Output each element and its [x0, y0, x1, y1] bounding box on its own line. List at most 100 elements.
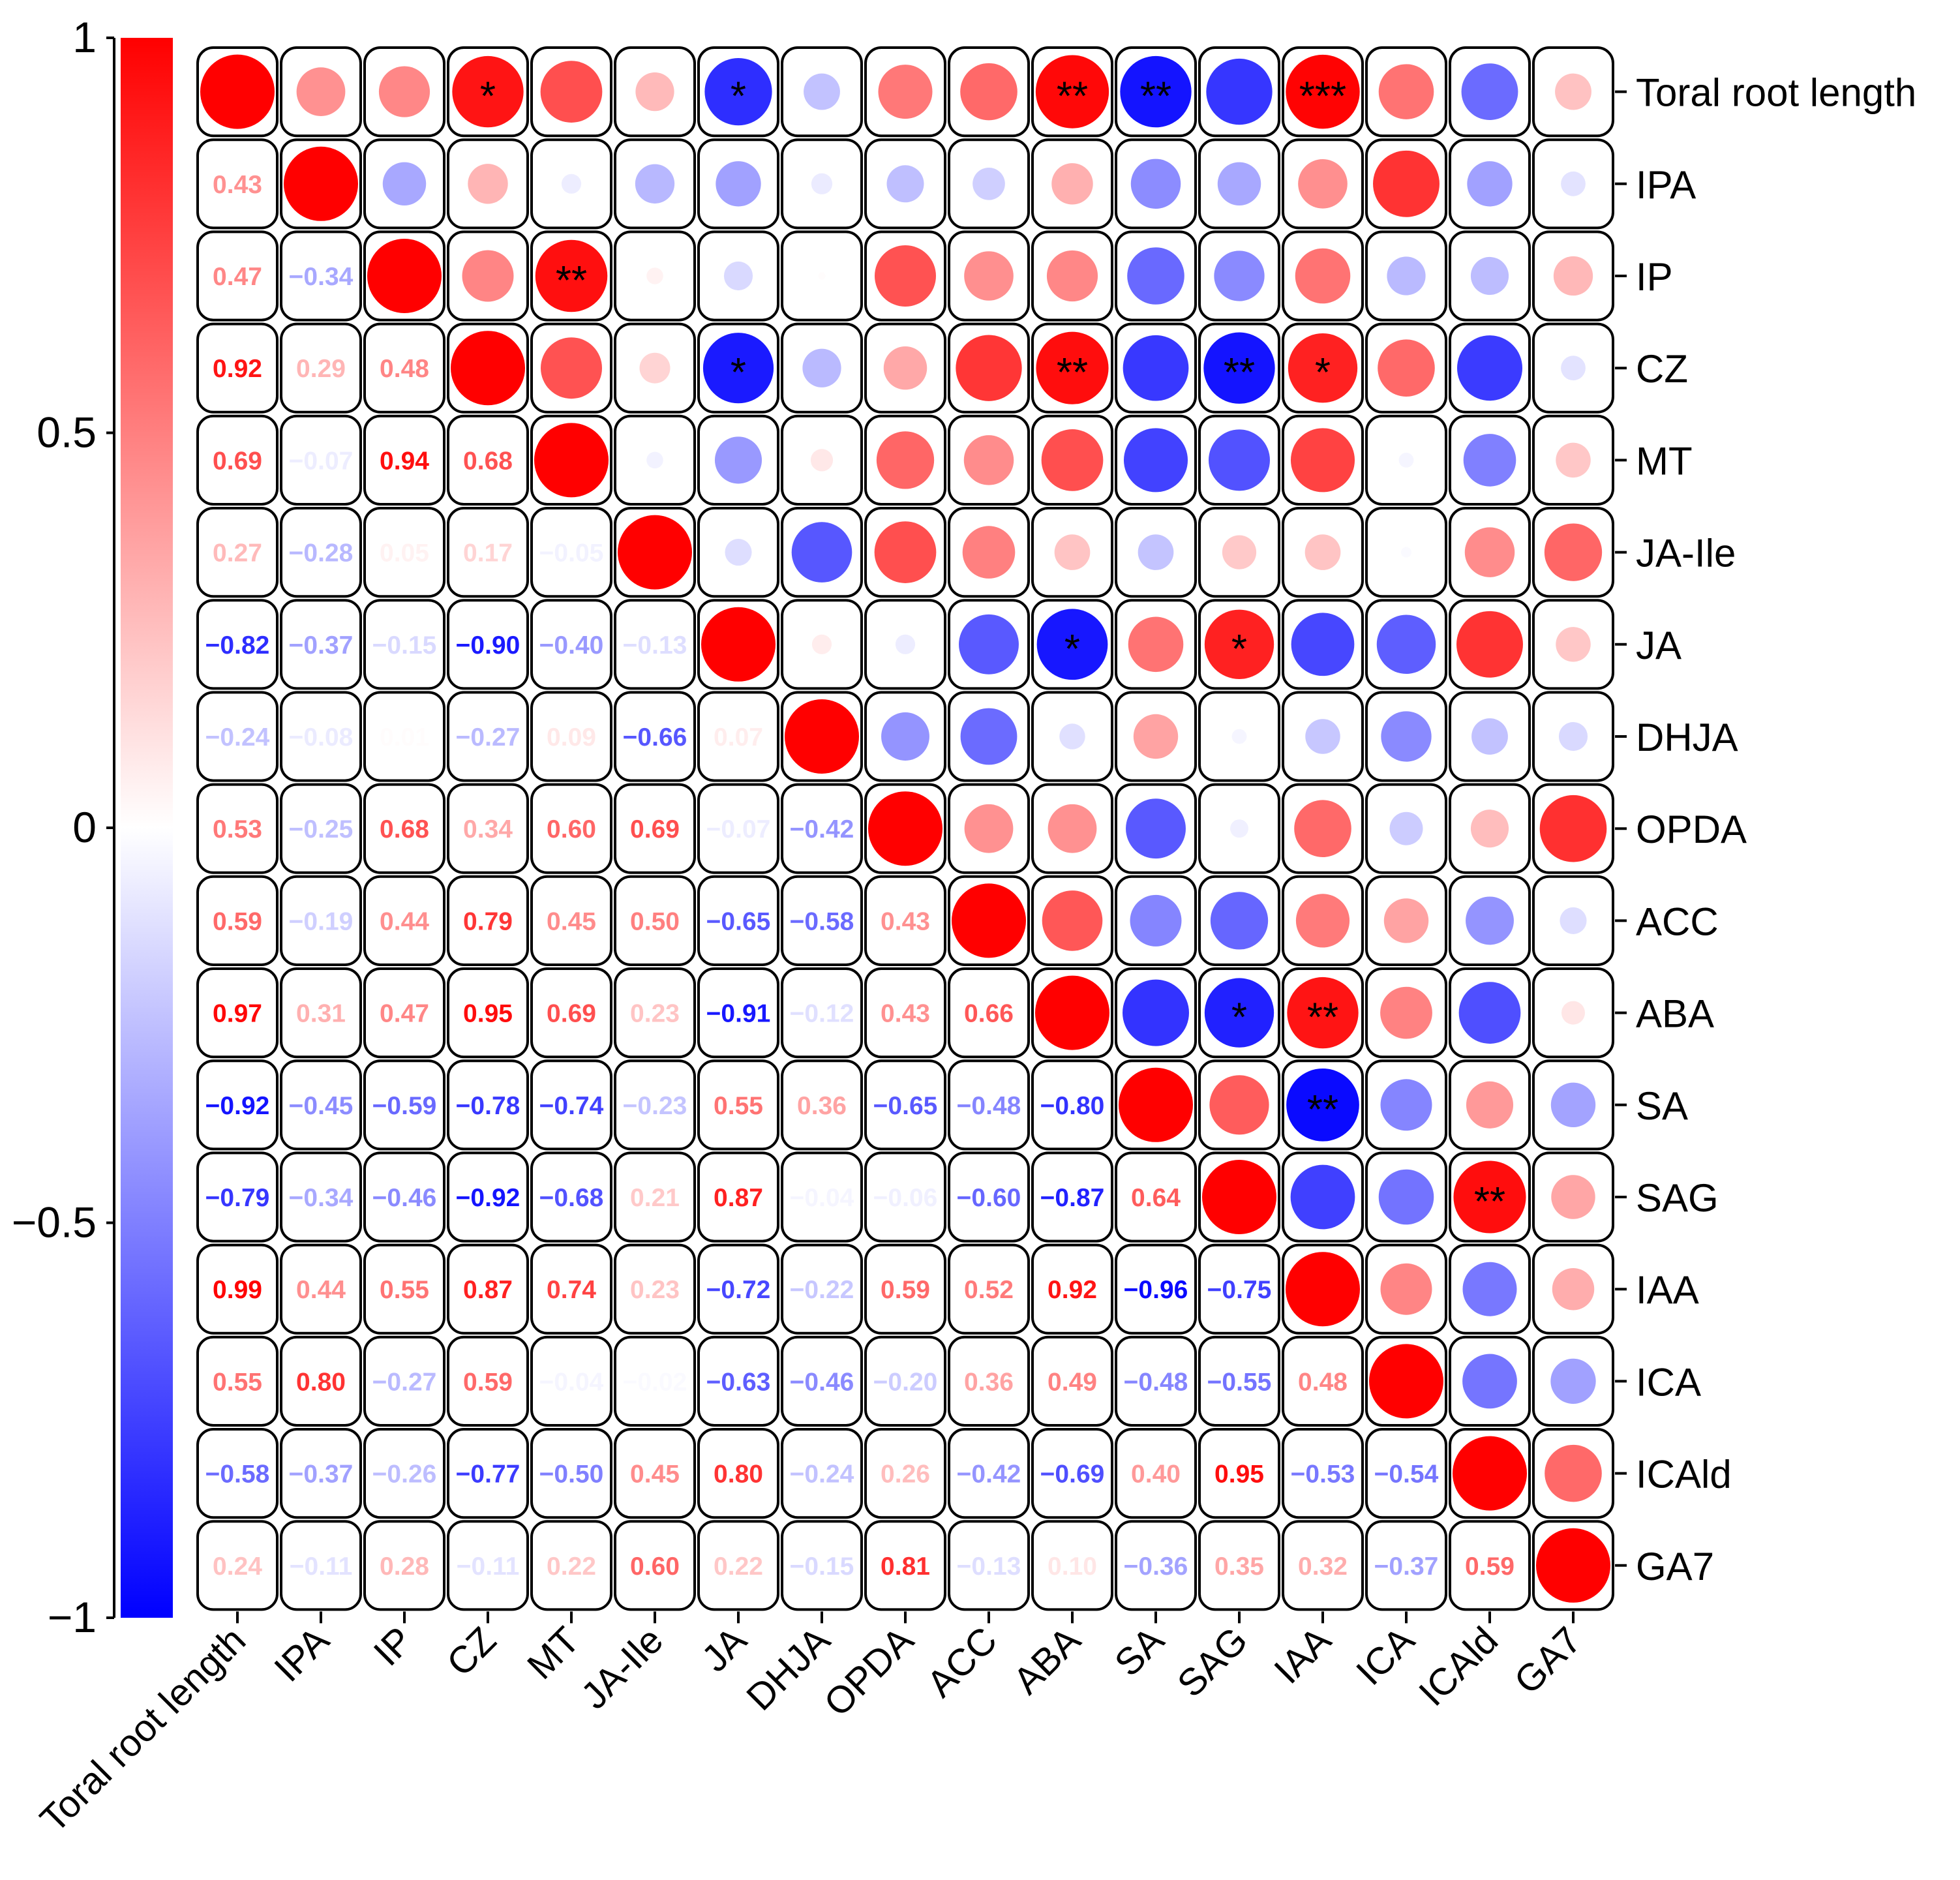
correlation-value: −0.75: [1207, 1276, 1272, 1304]
cell-ga7-sa: −0.36: [1115, 1520, 1197, 1611]
cell-toral-root-length-ja: *: [697, 46, 779, 138]
correlation-circle: [1042, 890, 1103, 951]
cell-ipa-ip: [363, 138, 445, 230]
correlation-circle: [1471, 718, 1508, 755]
cell-box: [196, 599, 279, 690]
cell-mt-toral-root-length: 0.69: [196, 414, 279, 506]
cell-box: [447, 691, 529, 782]
correlation-value: −0.28: [289, 539, 354, 568]
column-label: SA: [1107, 1618, 1173, 1684]
cell-dhja-acc: [948, 691, 1030, 782]
correlation-circle: [1295, 248, 1351, 304]
significance-stars: *: [1064, 627, 1080, 672]
correlation-circle: [1561, 1001, 1586, 1025]
cell-box: [864, 1243, 946, 1335]
correlation-circle: [1204, 978, 1274, 1048]
correlation-circle: [382, 162, 427, 206]
cell-box: [363, 1151, 445, 1243]
cell-mt-sa: [1115, 414, 1197, 506]
correlation-value: 0.36: [964, 1368, 1014, 1396]
colorbar-tick-label: −1: [48, 1593, 97, 1641]
cell-ga7-mt: 0.22: [530, 1520, 612, 1611]
cell-box: [530, 1520, 612, 1611]
correlation-circle: [378, 66, 430, 117]
correlation-value: 0.80: [714, 1461, 763, 1489]
correlation-circle: [1456, 335, 1523, 401]
cell-ipa-aba: [1031, 138, 1113, 230]
row-label: ACC: [1636, 900, 1719, 943]
correlation-circle: [1230, 819, 1248, 838]
cell-mt-sag: [1198, 414, 1280, 506]
cell-ipa-sa: [1115, 138, 1197, 230]
cell-ica-ica: [1365, 1335, 1447, 1427]
column-label: IPA: [266, 1618, 337, 1690]
cell-cz-opda: [864, 322, 946, 414]
cell-ja-ile-icald: [1449, 507, 1531, 598]
correlation-value: −0.13: [623, 631, 687, 660]
correlation-circle: [895, 634, 916, 654]
column-label: GA7: [1506, 1619, 1590, 1703]
column-label: JA: [693, 1618, 755, 1680]
correlation-value: 0.27: [213, 539, 262, 568]
correlation-circle: [1035, 55, 1109, 129]
cell-acc-cz: 0.79: [447, 875, 529, 967]
cell-box: [196, 783, 279, 874]
correlation-value: −0.37: [289, 1461, 354, 1489]
correlation-circle: [1304, 534, 1341, 570]
correlation-value: −0.22: [790, 1276, 854, 1304]
cell-opda-ja: −0.07: [697, 783, 779, 874]
significance-stars: ***: [1299, 74, 1346, 119]
correlation-value: −0.46: [372, 1184, 437, 1212]
cell-mt-ipa: −0.07: [280, 414, 362, 506]
correlation-circle: [962, 526, 1016, 579]
significance-stars: *: [731, 350, 746, 395]
cell-box: [530, 599, 612, 690]
correlation-circle: [1463, 434, 1516, 487]
cell-iaa-icald: [1449, 1243, 1531, 1335]
cell-mt-opda: [864, 414, 946, 506]
correlation-circle: [635, 164, 675, 204]
cell-iaa-toral-root-length: 0.99: [196, 1243, 279, 1335]
correlation-circle: [635, 72, 674, 112]
cell-box: [781, 1243, 863, 1335]
cell-box: [363, 322, 445, 414]
cell-box: [614, 1520, 696, 1611]
cell-iaa-iaa: [1282, 1243, 1364, 1335]
significance-stars: *: [1231, 995, 1247, 1040]
cell-dhja-dhja: [781, 691, 863, 782]
cell-ja-ile-ga7: [1532, 507, 1614, 598]
cell-ip-ipa: −0.34: [280, 230, 362, 322]
cell-ica-sag: −0.55: [1198, 1335, 1280, 1427]
cell-opda-aba: [1031, 783, 1113, 874]
cell-sag-aba: −0.87: [1031, 1151, 1113, 1243]
correlation-circle: [1453, 1436, 1527, 1511]
cell-box: [1365, 1520, 1447, 1611]
correlation-circle: [1046, 250, 1098, 302]
cell-cz-iaa: *: [1282, 322, 1364, 414]
cell-icald-sa: 0.40: [1115, 1428, 1197, 1519]
correlation-circle: [1126, 798, 1186, 859]
cell-acc-ip: 0.44: [363, 875, 445, 967]
correlation-value: 0.48: [1298, 1368, 1348, 1396]
cell-ja-ip: −0.15: [363, 599, 445, 690]
correlation-circle: [725, 539, 752, 566]
correlation-value: −0.50: [539, 1461, 604, 1489]
cell-sag-icald: **: [1449, 1151, 1531, 1243]
cell-toral-root-length-icald: [1449, 46, 1531, 138]
cell-ga7-iaa: 0.32: [1282, 1520, 1364, 1611]
cell-box: [280, 1151, 362, 1243]
cell-box: [280, 599, 362, 690]
correlation-circle: [960, 708, 1018, 765]
cell-box: [781, 1520, 863, 1611]
cell-box: [363, 1335, 445, 1427]
cell-ja-sa: [1115, 599, 1197, 690]
correlation-value: 0.35: [1214, 1553, 1264, 1581]
cell-box: [447, 967, 529, 1059]
correlation-value: 0.47: [380, 1000, 429, 1028]
correlation-circle: [1556, 627, 1591, 662]
correlation-circle: [1035, 975, 1109, 1050]
significance-stars: **: [1140, 74, 1171, 119]
cell-iaa-ipa: 0.44: [280, 1243, 362, 1335]
cell-box: [363, 1243, 445, 1335]
cell-ja-ipa: −0.37: [280, 599, 362, 690]
